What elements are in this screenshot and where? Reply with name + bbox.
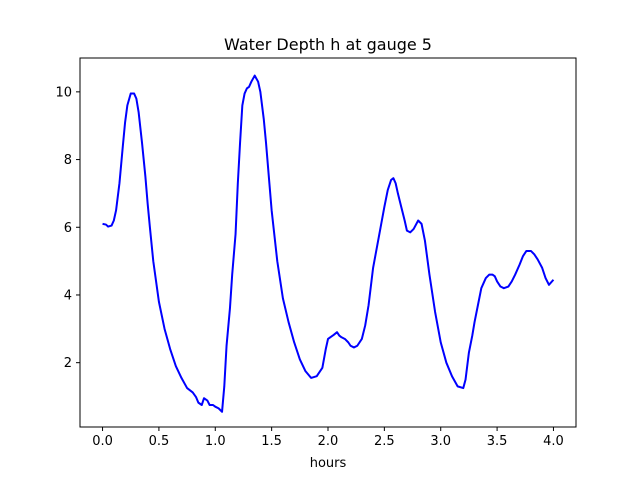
y-tick-label: 2 xyxy=(64,356,72,371)
x-axis-label: hours xyxy=(310,456,347,471)
x-tick-label: 1.0 xyxy=(205,434,226,449)
y-tick-label: 10 xyxy=(55,85,72,100)
y-tick-label: 4 xyxy=(64,288,72,303)
x-tick-label: 1.5 xyxy=(261,434,282,449)
x-axis: 0.0 0.5 1.0 1.5 2.0 2.5 3.0 3.5 4.0 xyxy=(92,427,564,449)
x-tick-label: 0.5 xyxy=(149,434,170,449)
y-tick-label: 8 xyxy=(64,153,72,168)
x-tick-label: 3.5 xyxy=(487,434,508,449)
x-tick-label: 2.5 xyxy=(374,434,395,449)
series-line-0 xyxy=(102,74,555,413)
y-tick-label: 6 xyxy=(64,221,72,236)
x-tick-label: 2.0 xyxy=(318,434,339,449)
chart-title: Water Depth h at gauge 5 xyxy=(224,35,432,54)
plot-area xyxy=(102,74,555,413)
plot-frame xyxy=(79,57,577,428)
x-tick-label: 4.0 xyxy=(543,434,564,449)
x-tick-label: 0.0 xyxy=(92,434,113,449)
y-axis: 2 4 6 8 10 xyxy=(55,85,80,371)
x-tick-label: 3.0 xyxy=(430,434,451,449)
